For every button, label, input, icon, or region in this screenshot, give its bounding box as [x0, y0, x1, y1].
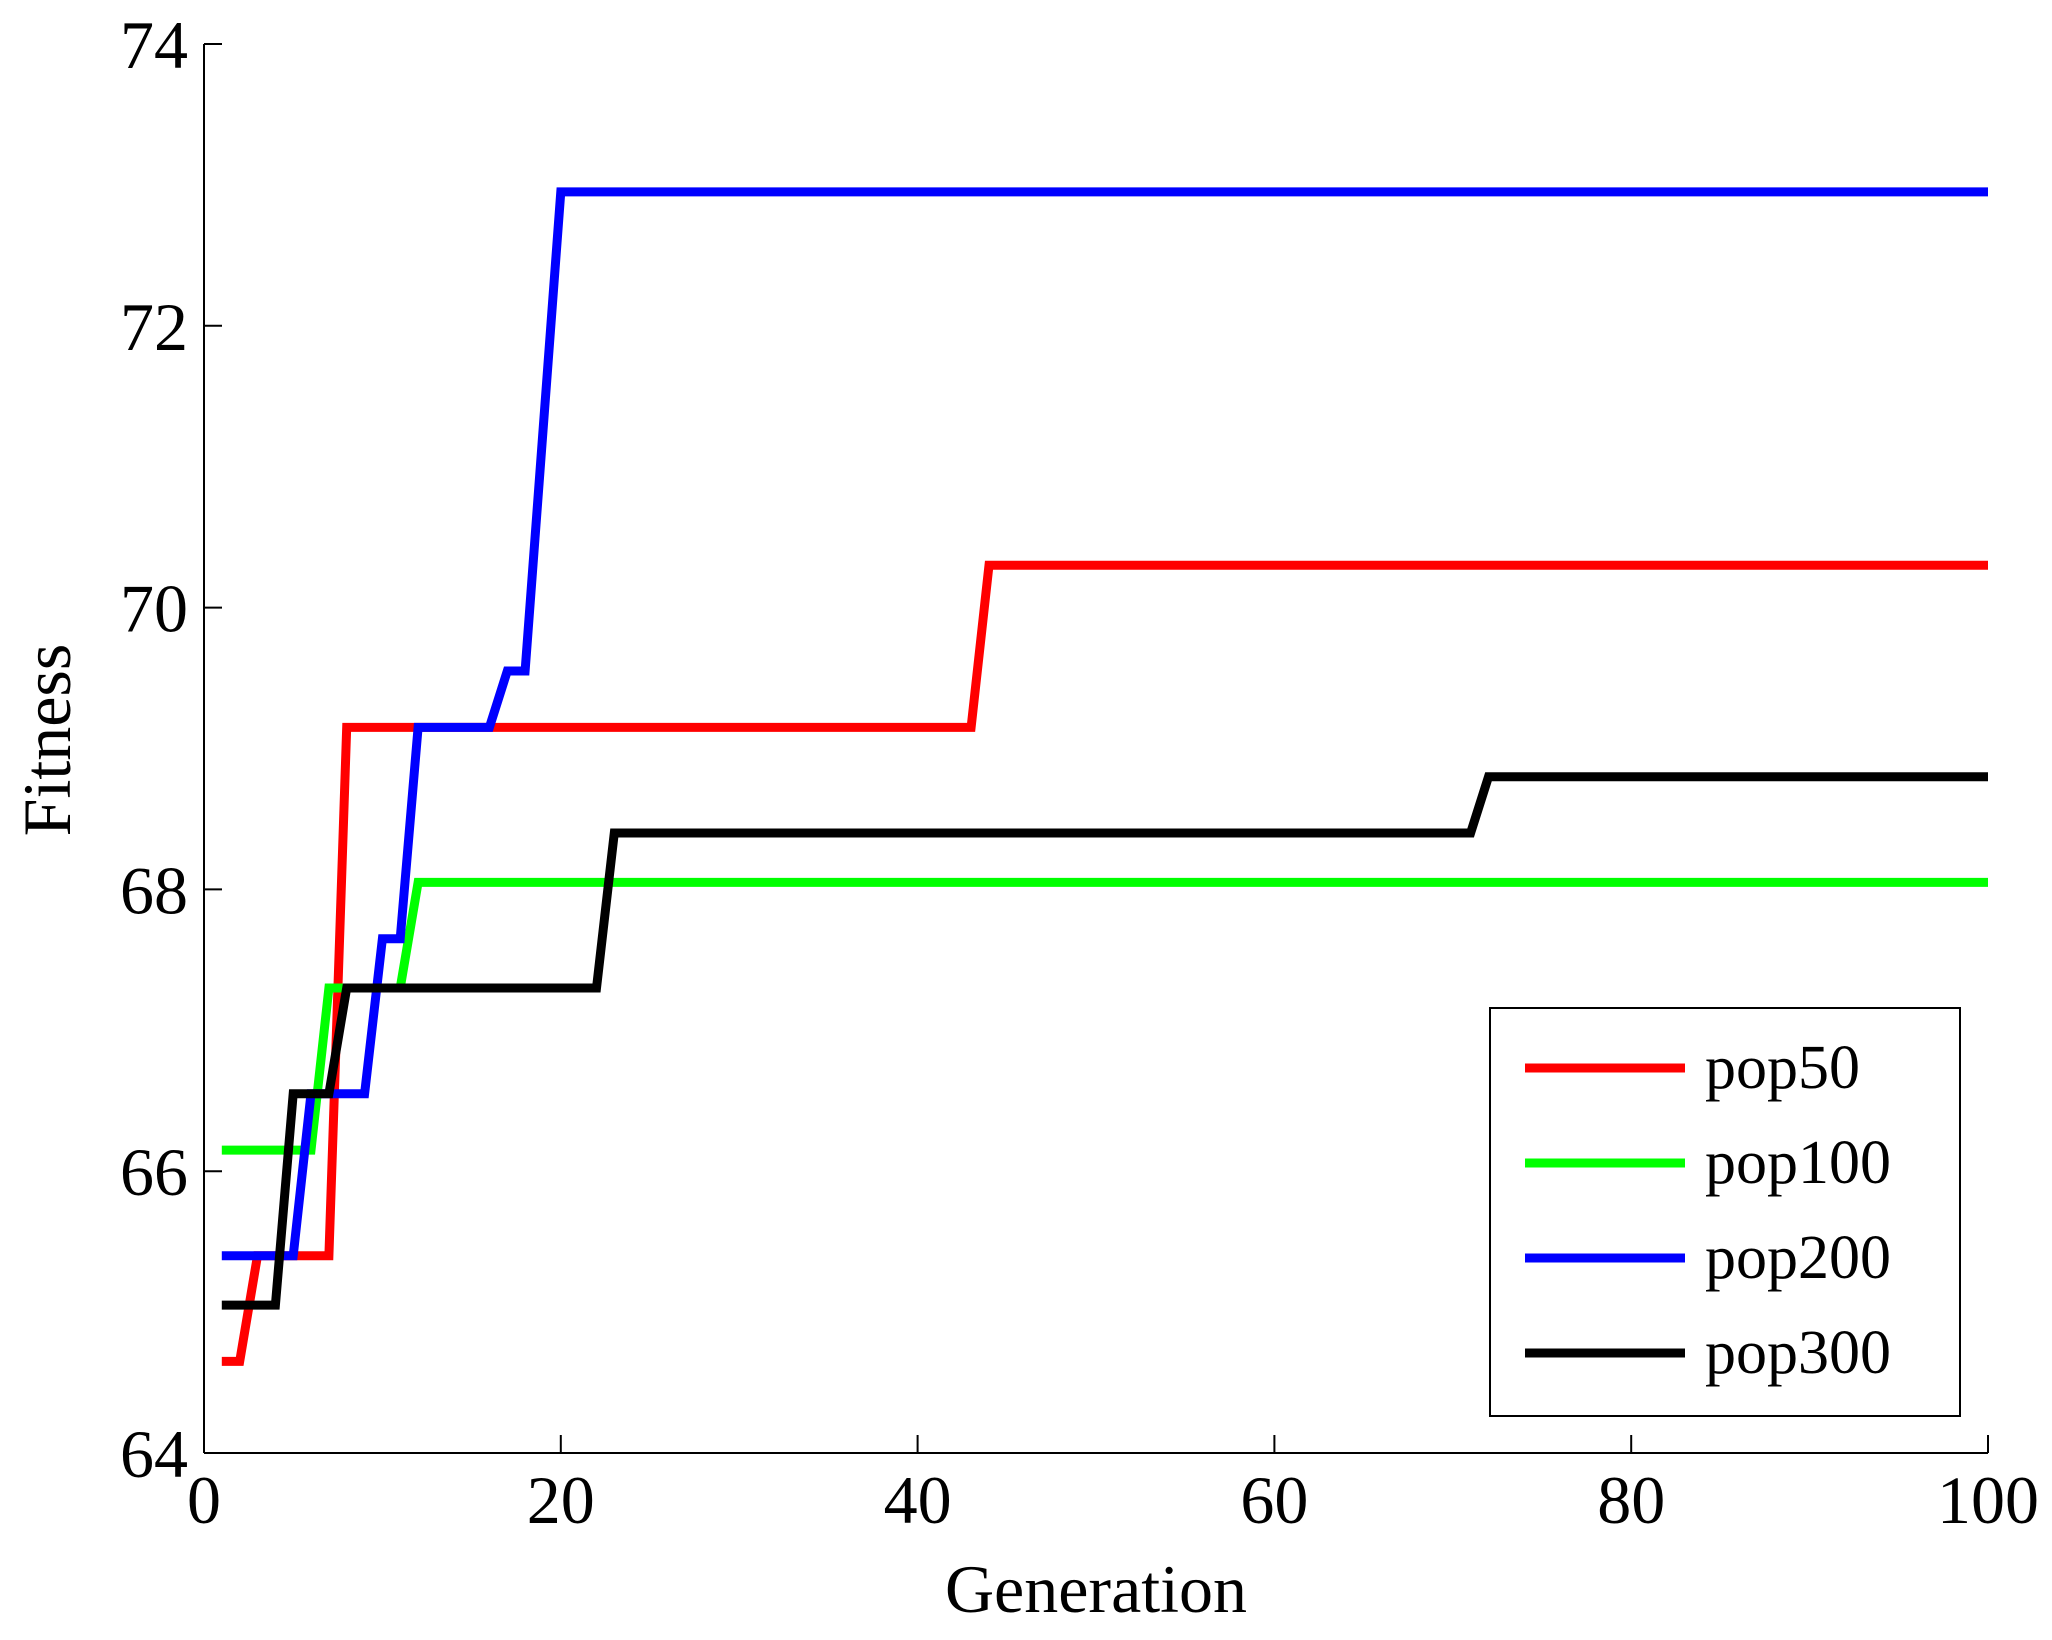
x-tick-label: 60 — [1240, 1462, 1308, 1538]
y-tick-label: 72 — [120, 289, 188, 365]
y-tick-label: 70 — [120, 571, 188, 647]
legend-label-pop100: pop100 — [1705, 1129, 1891, 1197]
series-line-pop300 — [221, 772, 1988, 1310]
y-tick-label: 66 — [120, 1134, 188, 1210]
y-tick-label: 74 — [120, 7, 188, 83]
series-lines — [221, 187, 1988, 1366]
legend-label-pop50: pop50 — [1705, 1034, 1860, 1102]
y-tick-label: 68 — [120, 852, 188, 928]
axes: 0 20 40 60 80 100 64 66 68 70 72 74 — [120, 7, 2039, 1538]
x-tick-label: 40 — [884, 1462, 952, 1538]
x-tick-label: 0 — [187, 1462, 221, 1538]
legend: pop50 pop100 pop200 pop300 — [1489, 1007, 1961, 1417]
x-tick-label: 80 — [1597, 1462, 1665, 1538]
x-tick-label: 20 — [527, 1462, 595, 1538]
x-axis-label: Generation — [945, 1551, 1247, 1627]
legend-label-pop200: pop200 — [1705, 1224, 1891, 1292]
x-tick-label: 100 — [1937, 1462, 2039, 1538]
legend-box — [1489, 1007, 1961, 1417]
y-axis-label: Fitness — [9, 644, 85, 837]
y-tick-label: 64 — [120, 1416, 188, 1492]
series-line-pop200 — [221, 187, 1988, 1261]
series-line-pop50 — [221, 560, 1988, 1366]
legend-label-pop300: pop300 — [1705, 1319, 1891, 1387]
